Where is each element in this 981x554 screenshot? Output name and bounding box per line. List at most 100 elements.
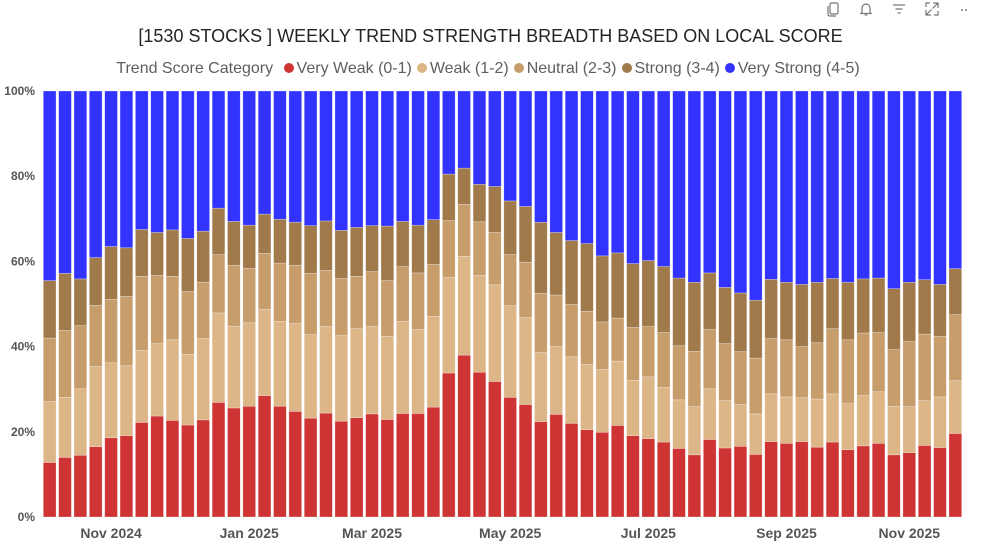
bar-segment[interactable] (135, 90, 149, 230)
bar-segment[interactable] (442, 220, 456, 278)
bar-segment[interactable] (933, 336, 947, 398)
bar-segment[interactable] (119, 435, 134, 518)
bar-segment[interactable] (518, 261, 533, 318)
bar-stack[interactable] (641, 90, 656, 518)
bar-segment[interactable] (610, 317, 625, 362)
bar-segment[interactable] (749, 454, 763, 518)
bar-stack[interactable] (656, 90, 671, 518)
bar-stack[interactable] (749, 90, 763, 518)
focus-mode-icon[interactable] (924, 1, 942, 17)
bar-segment[interactable] (89, 366, 103, 448)
bar-stack[interactable] (595, 90, 609, 518)
bar-stack[interactable] (150, 90, 164, 518)
bar-segment[interactable] (135, 350, 149, 423)
bar-segment[interactable] (396, 321, 410, 414)
bar-stack[interactable] (257, 90, 272, 518)
bar-segment[interactable] (257, 309, 272, 396)
bar-segment[interactable] (426, 90, 441, 220)
bar-stack[interactable] (457, 90, 471, 518)
bar-segment[interactable] (534, 421, 548, 518)
bar-segment[interactable] (672, 399, 686, 449)
bar-segment[interactable] (411, 90, 425, 226)
bar-stack[interactable] (764, 90, 778, 518)
bar-segment[interactable] (917, 333, 932, 402)
bar-segment[interactable] (319, 412, 333, 518)
bar-stack[interactable] (196, 90, 210, 518)
bar-segment[interactable] (687, 90, 702, 283)
bar-segment[interactable] (411, 224, 425, 274)
bar-segment[interactable] (687, 406, 702, 456)
bar-segment[interactable] (733, 90, 748, 294)
bar-segment[interactable] (825, 393, 840, 443)
bar-segment[interactable] (518, 317, 533, 405)
bar-stack[interactable] (42, 90, 57, 518)
bar-segment[interactable] (856, 90, 870, 280)
bar-segment[interactable] (610, 360, 625, 426)
bar-segment[interactable] (580, 310, 594, 365)
bar-segment[interactable] (549, 346, 563, 415)
bar-segment[interactable] (73, 90, 88, 280)
bar-segment[interactable] (104, 246, 118, 300)
bar-stack[interactable] (733, 90, 748, 518)
bar-segment[interactable] (948, 380, 963, 434)
bar-segment[interactable] (672, 345, 686, 401)
bar-segment[interactable] (503, 200, 517, 255)
bar-segment[interactable] (89, 257, 103, 306)
bar-segment[interactable] (641, 260, 656, 327)
bar-segment[interactable] (303, 90, 318, 226)
bar-segment[interactable] (457, 354, 471, 518)
bar-segment[interactable] (426, 219, 441, 265)
bar-segment[interactable] (349, 276, 364, 330)
bar-segment[interactable] (856, 395, 870, 447)
bar-segment[interactable] (887, 349, 901, 407)
bar-segment[interactable] (58, 457, 72, 518)
legend-item[interactable]: Very Weak (0-1) (283, 60, 412, 77)
bar-stack[interactable] (825, 90, 840, 518)
bar-stack[interactable] (319, 90, 333, 518)
bar-segment[interactable] (242, 322, 256, 407)
bar-segment[interactable] (564, 422, 579, 518)
bar-segment[interactable] (733, 351, 748, 405)
bar-segment[interactable] (503, 90, 517, 202)
bar-stack[interactable] (334, 90, 349, 518)
bell-icon[interactable] (858, 1, 876, 17)
bar-segment[interactable] (764, 338, 778, 395)
bar-segment[interactable] (365, 90, 379, 226)
bar-segment[interactable] (887, 454, 901, 518)
bar-segment[interactable] (917, 445, 932, 518)
bar-segment[interactable] (948, 268, 963, 315)
bar-segment[interactable] (442, 173, 456, 221)
more-options-icon[interactable] (957, 1, 975, 17)
bar-segment[interactable] (58, 273, 72, 331)
bar-stack[interactable] (917, 90, 932, 518)
bar-segment[interactable] (89, 90, 103, 258)
bar-segment[interactable] (181, 353, 195, 426)
bar-stack[interactable] (135, 90, 149, 518)
bar-segment[interactable] (58, 90, 72, 274)
bar-segment[interactable] (319, 90, 333, 222)
bar-segment[interactable] (733, 404, 748, 447)
bar-segment[interactable] (672, 277, 686, 347)
bar-segment[interactable] (242, 90, 256, 226)
bar-segment[interactable] (288, 264, 302, 324)
bar-segment[interactable] (303, 273, 318, 335)
filter-icon[interactable] (891, 1, 909, 17)
bar-segment[interactable] (626, 379, 640, 436)
bar-segment[interactable] (411, 413, 425, 518)
bar-segment[interactable] (902, 452, 916, 518)
bar-segment[interactable] (902, 406, 916, 453)
bar-segment[interactable] (73, 388, 88, 456)
bar-stack[interactable] (442, 90, 456, 518)
bar-stack[interactable] (534, 90, 548, 518)
bar-segment[interactable] (795, 441, 809, 518)
bar-segment[interactable] (426, 406, 441, 518)
bar-stack[interactable] (288, 90, 302, 518)
bar-segment[interactable] (457, 167, 471, 205)
bar-segment[interactable] (503, 396, 517, 518)
bar-segment[interactable] (749, 90, 763, 301)
bar-segment[interactable] (626, 327, 640, 381)
bar-stack[interactable] (165, 90, 180, 518)
bar-segment[interactable] (810, 446, 824, 518)
bar-stack[interactable] (89, 90, 103, 518)
bar-stack[interactable] (380, 90, 395, 518)
